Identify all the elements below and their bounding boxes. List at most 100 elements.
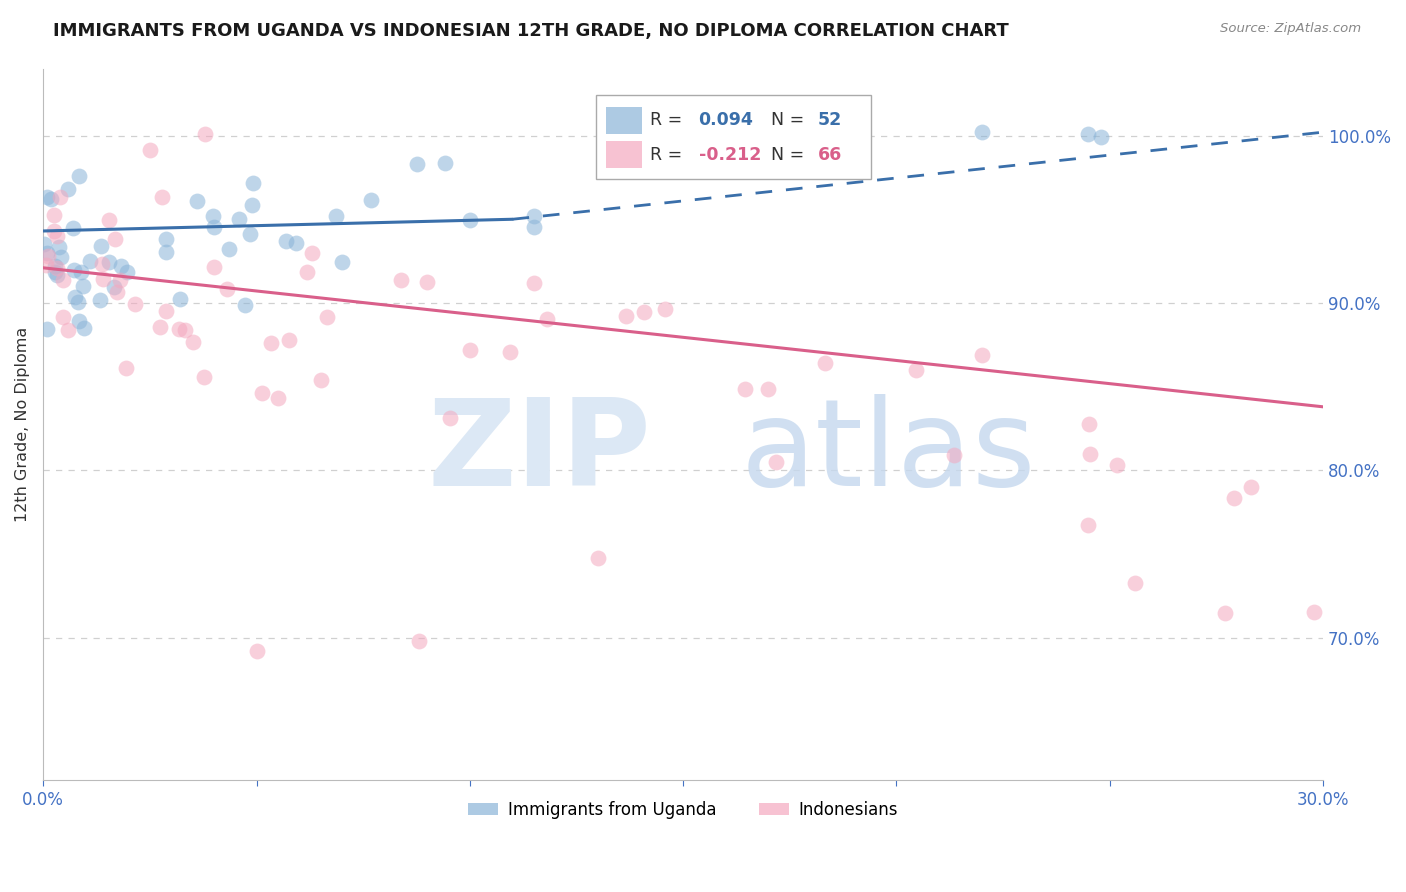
Text: ZIP: ZIP [427, 394, 651, 511]
Point [1090, 130, 1112, 145]
Point [217, 282, 239, 296]
Point [91, 271, 114, 285]
Point [1303, 605, 1326, 619]
Point [46, 229, 69, 244]
Point [523, 209, 546, 223]
Point [90, 257, 112, 271]
Point [97, 213, 120, 227]
Point [104, 231, 127, 245]
Point [79, 253, 101, 268]
Point [62, 221, 84, 235]
Point [523, 219, 546, 234]
Point [72, 278, 94, 293]
Point [1078, 417, 1101, 431]
Point [73, 321, 96, 335]
Point [56, 182, 79, 196]
Text: N =: N = [772, 145, 804, 163]
Point [35, 321, 58, 335]
FancyBboxPatch shape [606, 141, 643, 169]
Point [316, 310, 339, 325]
Point [1107, 458, 1129, 473]
Point [67, 169, 90, 183]
Point [67, 314, 90, 328]
Point [98, 254, 121, 268]
Point [228, 211, 250, 226]
Point [37, 190, 59, 204]
Point [654, 302, 676, 317]
Point [1223, 491, 1246, 505]
Text: 52: 52 [817, 112, 842, 129]
Point [970, 349, 993, 363]
Text: N =: N = [772, 112, 804, 129]
Point [758, 383, 780, 397]
Point [309, 373, 332, 387]
FancyBboxPatch shape [596, 95, 872, 178]
Point [1123, 576, 1146, 591]
Point [44, 265, 66, 279]
Point [458, 213, 481, 227]
Point [633, 305, 655, 319]
Point [90, 239, 112, 253]
Point [45, 268, 67, 282]
Text: 66: 66 [817, 145, 842, 163]
Point [202, 220, 225, 235]
Point [202, 260, 225, 275]
Point [46, 261, 69, 276]
Point [42, 207, 65, 221]
Point [586, 550, 609, 565]
Point [66, 295, 89, 310]
Point [149, 320, 172, 334]
Point [233, 297, 256, 311]
Point [325, 209, 347, 223]
Point [242, 176, 264, 190]
Text: Source: ZipAtlas.com: Source: ZipAtlas.com [1220, 22, 1361, 36]
Point [193, 370, 215, 384]
Text: R =: R = [650, 145, 682, 163]
Point [65, 291, 87, 305]
Point [155, 304, 177, 318]
Point [139, 143, 162, 157]
Point [167, 322, 190, 336]
Point [1240, 480, 1263, 494]
Point [499, 345, 522, 359]
Point [1078, 446, 1101, 460]
Point [943, 448, 966, 462]
Point [389, 272, 412, 286]
Point [150, 189, 173, 203]
Point [1213, 606, 1236, 620]
Point [37, 249, 59, 263]
FancyBboxPatch shape [606, 107, 643, 134]
Point [616, 309, 638, 323]
Point [260, 335, 283, 350]
Point [814, 355, 837, 369]
Point [110, 259, 132, 273]
Point [1077, 127, 1099, 141]
Point [52, 273, 75, 287]
Legend: Immigrants from Uganda, Indonesians: Immigrants from Uganda, Indonesians [461, 794, 904, 825]
Point [240, 198, 263, 212]
Point [48, 239, 70, 253]
Point [536, 311, 558, 326]
Text: R =: R = [650, 112, 682, 129]
Point [52, 310, 75, 324]
Point [434, 155, 457, 169]
Point [115, 265, 138, 279]
Point [523, 277, 546, 291]
Point [267, 391, 290, 405]
Point [105, 285, 128, 300]
Point [330, 254, 353, 268]
Point [49, 250, 72, 264]
Point [35, 246, 58, 260]
Point [734, 382, 756, 396]
Point [44, 259, 66, 273]
Point [155, 232, 177, 246]
Text: -0.212: -0.212 [699, 145, 761, 163]
Point [297, 265, 319, 279]
Point [49, 190, 72, 204]
Point [408, 634, 430, 648]
Point [89, 293, 111, 307]
Point [360, 193, 382, 207]
Point [42, 224, 65, 238]
Point [194, 127, 217, 141]
Text: atlas: atlas [741, 394, 1036, 511]
